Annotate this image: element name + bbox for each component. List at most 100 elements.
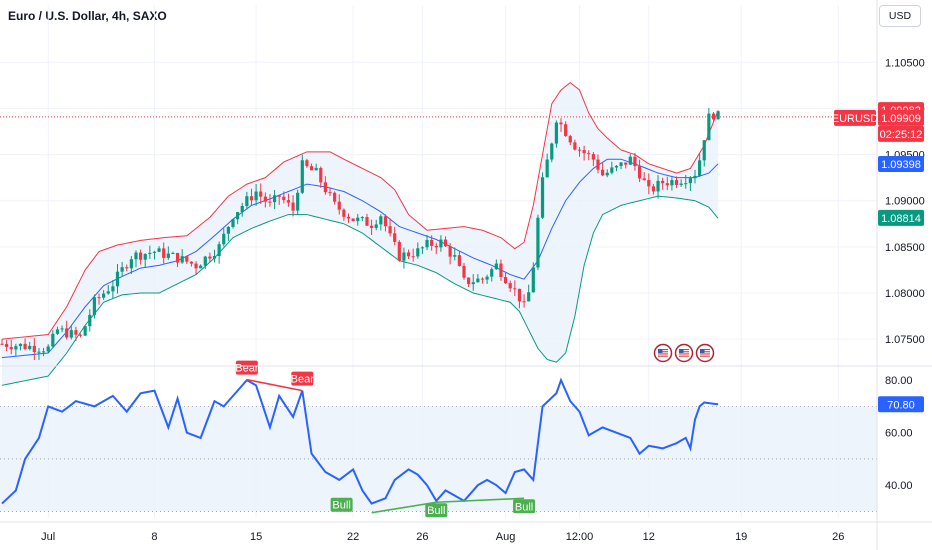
candle-body[interactable] <box>282 196 286 201</box>
candle-body[interactable] <box>536 217 540 268</box>
candle-body[interactable] <box>319 167 323 183</box>
candle-body[interactable] <box>92 297 96 315</box>
candle-body[interactable] <box>374 224 378 228</box>
candle-body[interactable] <box>305 160 309 167</box>
candle-body[interactable] <box>291 202 295 211</box>
candle-body[interactable] <box>106 291 110 294</box>
candle-body[interactable] <box>120 267 124 272</box>
candle-body[interactable] <box>175 252 180 263</box>
candle-body[interactable] <box>9 347 13 350</box>
candle-body[interactable] <box>268 201 272 203</box>
candle-body[interactable] <box>605 172 609 176</box>
candle-body[interactable] <box>628 156 632 165</box>
candle-body[interactable] <box>674 180 679 185</box>
candle-body[interactable] <box>41 351 46 353</box>
candle-body[interactable] <box>74 330 78 335</box>
candle-body[interactable] <box>323 182 327 193</box>
candle-body[interactable] <box>51 333 55 347</box>
candle-body[interactable] <box>97 297 101 299</box>
candle-body[interactable] <box>139 252 143 260</box>
candle-body[interactable] <box>102 293 106 298</box>
candle-body[interactable] <box>688 178 692 184</box>
candle-body[interactable] <box>711 113 716 120</box>
candle-body[interactable] <box>647 180 651 187</box>
candle-body[interactable] <box>670 180 674 186</box>
candle-body[interactable] <box>365 217 369 226</box>
candle-body[interactable] <box>564 124 568 137</box>
candle-body[interactable] <box>665 183 669 186</box>
candle-body[interactable] <box>300 160 304 193</box>
candle-body[interactable] <box>55 329 60 334</box>
candle-body[interactable] <box>601 169 605 176</box>
candle-body[interactable] <box>162 248 166 258</box>
candle-body[interactable] <box>212 256 217 259</box>
candle-body[interactable] <box>5 343 9 348</box>
candle-body[interactable] <box>614 165 619 168</box>
candle-body[interactable] <box>14 346 18 350</box>
candle-body[interactable] <box>656 180 660 192</box>
candle-body[interactable] <box>573 142 577 150</box>
candle-body[interactable] <box>152 251 157 253</box>
candle-body[interactable] <box>129 259 133 269</box>
candle-body[interactable] <box>286 200 291 203</box>
candle-body[interactable] <box>591 154 595 160</box>
candle-body[interactable] <box>540 177 545 218</box>
candle-body[interactable] <box>157 248 161 252</box>
candle-body[interactable] <box>610 167 614 173</box>
candle-body[interactable] <box>166 253 170 258</box>
candle-body[interactable] <box>383 216 388 227</box>
candle-body[interactable] <box>416 248 420 257</box>
candle-body[interactable] <box>208 256 212 259</box>
candle-body[interactable] <box>513 288 517 290</box>
candle-body[interactable] <box>568 136 572 143</box>
candle-body[interactable] <box>642 178 646 181</box>
candle-body[interactable] <box>314 167 318 171</box>
candle-body[interactable] <box>379 216 383 225</box>
candle-body[interactable] <box>624 162 628 165</box>
candle-body[interactable] <box>467 277 471 285</box>
candle-body[interactable] <box>240 206 244 213</box>
candle-body[interactable] <box>46 346 50 352</box>
candle-body[interactable] <box>111 286 115 292</box>
candle-body[interactable] <box>448 246 452 257</box>
candle-body[interactable] <box>716 111 720 120</box>
candle-body[interactable] <box>328 192 332 194</box>
candle-body[interactable] <box>60 328 64 330</box>
candle-body[interactable] <box>272 195 277 203</box>
candle-body[interactable] <box>23 343 27 350</box>
candle-body[interactable] <box>596 159 600 170</box>
candle-body[interactable] <box>180 256 184 263</box>
candle-body[interactable] <box>508 283 512 289</box>
candle-body[interactable] <box>388 226 392 234</box>
price-pane[interactable] <box>0 81 877 386</box>
candle-body[interactable] <box>337 201 341 210</box>
candle-body[interactable] <box>702 140 706 161</box>
candle-body[interactable] <box>503 277 508 284</box>
candle-body[interactable] <box>88 314 92 327</box>
candle-body[interactable] <box>236 212 240 220</box>
candle-body[interactable] <box>698 160 702 176</box>
candle-body[interactable] <box>661 180 665 184</box>
candle-body[interactable] <box>83 326 87 336</box>
candle-body[interactable] <box>577 149 582 151</box>
candle-body[interactable] <box>263 196 267 202</box>
candle-body[interactable] <box>471 282 475 285</box>
candle-body[interactable] <box>185 256 189 262</box>
candle-body[interactable] <box>245 196 249 207</box>
candle-body[interactable] <box>346 216 351 219</box>
candle-body[interactable] <box>259 191 263 197</box>
candle-body[interactable] <box>28 345 32 350</box>
candle-body[interactable] <box>194 263 198 269</box>
candle-body[interactable] <box>434 245 438 248</box>
candle-body[interactable] <box>462 265 466 278</box>
candle-body[interactable] <box>476 278 480 283</box>
candle-body[interactable] <box>203 256 207 266</box>
candle-body[interactable] <box>333 192 337 202</box>
candle-body[interactable] <box>393 233 397 242</box>
candle-body[interactable] <box>545 159 549 178</box>
candle-body[interactable] <box>397 241 401 261</box>
candle-body[interactable] <box>480 278 485 280</box>
candle-body[interactable] <box>587 153 591 155</box>
candle-body[interactable] <box>217 244 221 257</box>
candle-body[interactable] <box>171 252 175 254</box>
